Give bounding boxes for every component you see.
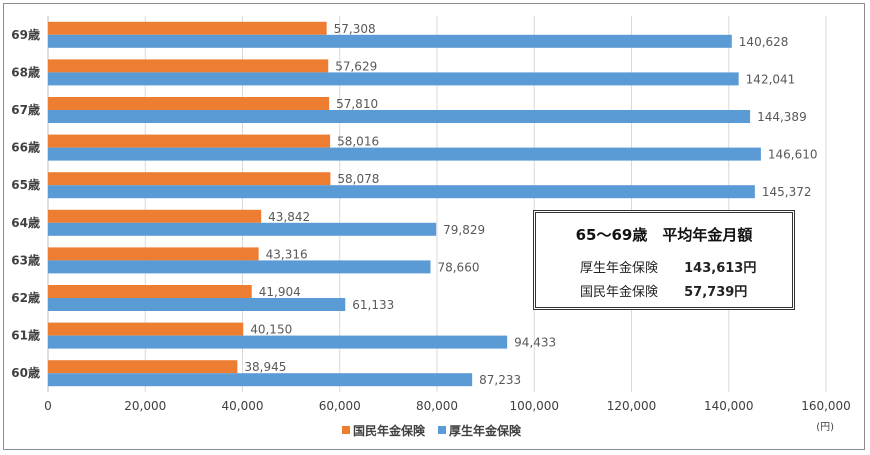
x-tick-label: 100,000 bbox=[509, 399, 559, 413]
x-tick-label: 0 bbox=[44, 399, 52, 413]
summary-row-kosei: 厚生年金保険 143,613円 bbox=[580, 257, 770, 276]
data-label: 144,389 bbox=[757, 110, 807, 124]
legend: 国民年金保険 厚生年金保険 bbox=[342, 423, 522, 438]
category-label: 63歳 bbox=[11, 252, 40, 267]
data-label: 79,829 bbox=[443, 223, 485, 237]
data-label: 43,316 bbox=[266, 247, 308, 261]
summary-row-label: 国民年金保険 bbox=[580, 285, 659, 300]
bar-kosei bbox=[48, 185, 755, 199]
category-label: 67歳 bbox=[11, 102, 40, 117]
category-label: 69歳 bbox=[11, 27, 40, 42]
data-label: 57,629 bbox=[335, 59, 377, 73]
data-label: 41,904 bbox=[259, 285, 301, 299]
data-label: 38,945 bbox=[244, 360, 286, 374]
bar-kokumin bbox=[48, 247, 259, 261]
bar-kosei bbox=[48, 72, 739, 86]
summary-title: 65～69歳 平均年金月額 bbox=[575, 226, 753, 244]
summary-box: 65～69歳 平均年金月額 厚生年金保険 143,613円 国民年金保険 57,… bbox=[533, 210, 795, 310]
x-axis: 0 20,000 40,000 60,000 80,000 100,000 120,000 1… bbox=[44, 399, 851, 413]
category-label: 62歳 bbox=[11, 290, 40, 305]
summary-row-value: 143,613円 bbox=[684, 261, 757, 276]
bar-kokumin bbox=[48, 21, 327, 35]
category-label: 68歳 bbox=[11, 64, 40, 79]
bar-kosei bbox=[48, 335, 508, 349]
legend-swatch bbox=[342, 426, 350, 434]
legend-label: 厚生年金保険 bbox=[449, 423, 522, 438]
category-label: 66歳 bbox=[11, 140, 40, 155]
data-label: 146,610 bbox=[768, 148, 818, 162]
x-tick-label: 60,000 bbox=[319, 399, 361, 413]
x-tick-label: 20,000 bbox=[124, 399, 166, 413]
bar-kokumin bbox=[48, 285, 252, 298]
x-tick-label: 120,000 bbox=[607, 399, 657, 413]
data-label: 40,150 bbox=[250, 323, 292, 337]
x-tick-label: 160,000 bbox=[801, 399, 851, 413]
summary-row-value: 57,739円 bbox=[684, 285, 748, 300]
category-label: 61歳 bbox=[11, 328, 40, 343]
bar-kokumin bbox=[48, 322, 244, 336]
bar-kokumin bbox=[48, 134, 331, 148]
data-label: 78,660 bbox=[437, 260, 479, 274]
data-label: 58,016 bbox=[337, 135, 379, 149]
x-tick-label: 140,000 bbox=[704, 399, 754, 413]
bar-kosei bbox=[48, 298, 346, 311]
data-label: 87,233 bbox=[479, 373, 521, 387]
x-axis-unit-label: (円) bbox=[816, 422, 834, 433]
category-label: 60歳 bbox=[11, 365, 40, 380]
data-labels: 57,308 140,628 57,629 142,041 57,810 144,389 5… bbox=[244, 22, 817, 387]
bar-kosei bbox=[48, 34, 732, 48]
bar-kosei bbox=[48, 110, 751, 123]
category-label: 64歳 bbox=[11, 215, 40, 230]
x-tick-label: 80,000 bbox=[416, 399, 458, 413]
bar-kokumin bbox=[48, 172, 331, 186]
summary-row-kokumin: 国民年金保険 57,739円 bbox=[580, 281, 770, 300]
data-label: 94,433 bbox=[514, 336, 556, 350]
bar-kokumin bbox=[48, 59, 329, 73]
data-label: 140,628 bbox=[739, 35, 789, 49]
data-label: 61,133 bbox=[352, 298, 394, 312]
data-label: 142,041 bbox=[746, 72, 796, 86]
data-label: 58,078 bbox=[337, 172, 379, 186]
data-label: 43,842 bbox=[268, 210, 310, 224]
data-label: 57,308 bbox=[334, 22, 376, 36]
data-label: 145,372 bbox=[762, 185, 812, 199]
bar-kokumin bbox=[48, 209, 262, 223]
bars bbox=[48, 21, 761, 387]
bar-kosei bbox=[48, 260, 431, 274]
bar-kosei bbox=[48, 147, 761, 161]
data-label: 57,810 bbox=[336, 97, 378, 111]
x-tick-label: 40,000 bbox=[222, 399, 264, 413]
legend-label: 国民年金保険 bbox=[353, 423, 426, 438]
summary-row-label: 厚生年金保険 bbox=[580, 261, 659, 276]
category-label: 65歳 bbox=[11, 177, 40, 192]
bar-kosei bbox=[48, 222, 437, 236]
legend-swatch bbox=[438, 426, 446, 434]
bar-kokumin bbox=[48, 360, 238, 374]
bar-kosei bbox=[48, 373, 473, 387]
category-labels: 69歳 68歳 67歳 66歳 65歳 64歳 63歳 62歳 61歳 60歳 bbox=[11, 27, 40, 380]
bar-kokumin bbox=[48, 97, 330, 110]
